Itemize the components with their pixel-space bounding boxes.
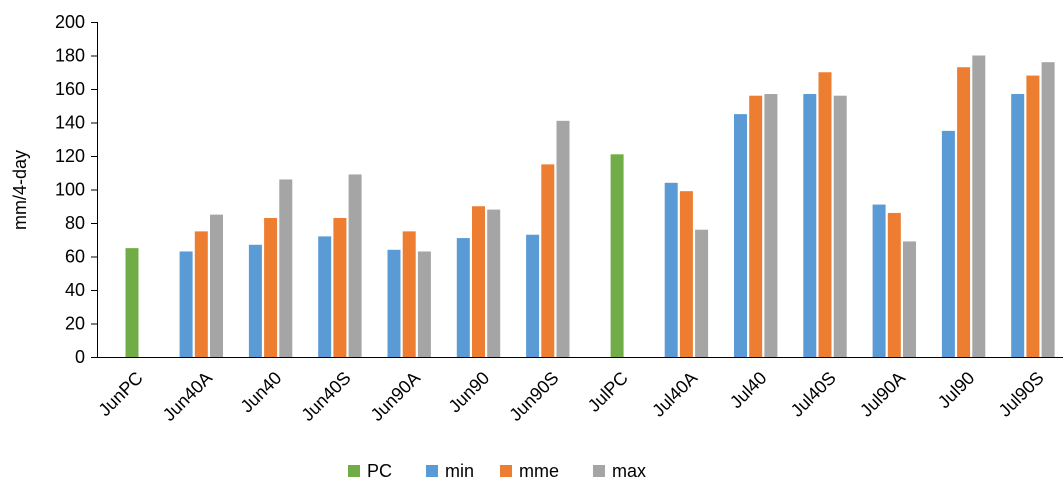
bars	[125, 55, 1055, 358]
bar-mme-Jun40S	[333, 217, 347, 357]
legend-swatch-max	[593, 465, 605, 477]
bar-min-Jul90S	[1011, 94, 1025, 358]
x-tick-label: Jul40	[726, 368, 771, 413]
x-tick-label: JulPC	[584, 368, 632, 416]
bar-max-Jul90	[972, 55, 986, 357]
bar-mme-Jul40S	[818, 72, 832, 357]
y-tick-label: 20	[65, 314, 85, 334]
bar-mme-Jun90	[472, 206, 485, 357]
legend-label-max: max	[612, 461, 646, 481]
legend-label-mme: mme	[519, 461, 559, 481]
x-tick-label: Jul90A	[856, 368, 909, 421]
bar-min-Jun40A	[179, 251, 193, 357]
bar-max-Jun90A	[417, 251, 431, 357]
bar-max-Jun90	[487, 209, 501, 357]
y-tick-label: 180	[55, 46, 85, 66]
bar-mme-Jun40	[264, 217, 278, 357]
y-tick-label: 100	[55, 180, 85, 200]
y-tick-label: 40	[65, 280, 85, 300]
bar-max-Jun40S	[348, 174, 362, 357]
bar-min-Jul40S	[803, 94, 817, 358]
x-ticks: JunPC Jun40A Jun40 Jun40S Jun90A Jun90 Jun90S J…	[94, 368, 1047, 425]
legend-swatch-min	[426, 465, 438, 477]
legend-label-PC: PC	[367, 461, 392, 481]
legend: PC min mme max	[348, 461, 646, 481]
bar-max-Jun40A	[210, 214, 223, 357]
x-tick-label: Jul90	[934, 368, 979, 413]
bar-max-Jul40S	[833, 95, 847, 357]
y-axis-label-group: mm/4-day	[10, 150, 30, 230]
bar-mme-Jun40A	[194, 231, 208, 357]
bar-min-Jun90S	[526, 234, 540, 357]
x-tick-label: JunPC	[94, 368, 146, 420]
bar-min-Jul40A	[664, 182, 678, 357]
bar-mme-Jul90	[957, 67, 971, 357]
bar-min-Jul40	[734, 114, 747, 357]
bar-max-Jun40	[279, 179, 293, 357]
x-tick-label: Jun40S	[297, 368, 354, 425]
y-tick-label: 60	[65, 247, 85, 267]
bar-PC-JunPC	[125, 248, 139, 357]
bar-mme-Jul40A	[679, 191, 693, 357]
y-tick-label: 0	[75, 347, 85, 367]
bar-mme-Jun90A	[402, 231, 416, 357]
bar-min-Jul90	[941, 130, 955, 357]
bar-min-Jul90A	[872, 204, 886, 357]
bar-max-Jun90S	[556, 120, 570, 357]
y-ticks: 0 20 40 60 80 100 120 140 160 180 200	[55, 12, 97, 367]
bar-mme-Jul40	[749, 95, 763, 357]
bar-PC-JulPC	[610, 154, 624, 357]
y-tick-label: 200	[55, 12, 85, 32]
x-tick-label: Jul40S	[787, 368, 840, 421]
x-tick-label: Jul40A	[648, 368, 701, 421]
bar-mme-Jun90S	[541, 164, 555, 357]
legend-swatch-PC	[348, 465, 360, 477]
bar-min-Jun40	[248, 244, 262, 357]
y-tick-label: 160	[55, 79, 85, 99]
x-tick-label: Jun40A	[159, 368, 216, 425]
x-tick-label: Jun40	[237, 368, 286, 417]
bar-min-Jun90A	[387, 249, 401, 357]
bar-max-Jul40	[764, 94, 778, 358]
y-tick-label: 140	[55, 113, 85, 133]
bar-min-Jun90	[456, 238, 470, 357]
legend-label-min: min	[445, 461, 474, 481]
legend-swatch-mme	[500, 465, 512, 477]
bar-max-Jul90A	[903, 241, 916, 357]
bar-mme-Jul90S	[1026, 75, 1040, 357]
x-tick-label: Jul90S	[995, 368, 1048, 421]
bar-max-Jul90S	[1041, 62, 1055, 357]
y-axis-label: mm/4-day	[10, 150, 30, 230]
x-tick-label: Jun90A	[367, 368, 424, 425]
y-tick-label: 80	[65, 213, 85, 233]
y-tick-label: 120	[55, 146, 85, 166]
x-tick-label: Jun90S	[505, 368, 562, 425]
bar-min-Jun40S	[318, 236, 332, 357]
bar-mme-Jul90A	[887, 212, 901, 357]
x-tick-label: Jun90	[445, 368, 494, 417]
bar-max-Jul40A	[695, 229, 709, 357]
